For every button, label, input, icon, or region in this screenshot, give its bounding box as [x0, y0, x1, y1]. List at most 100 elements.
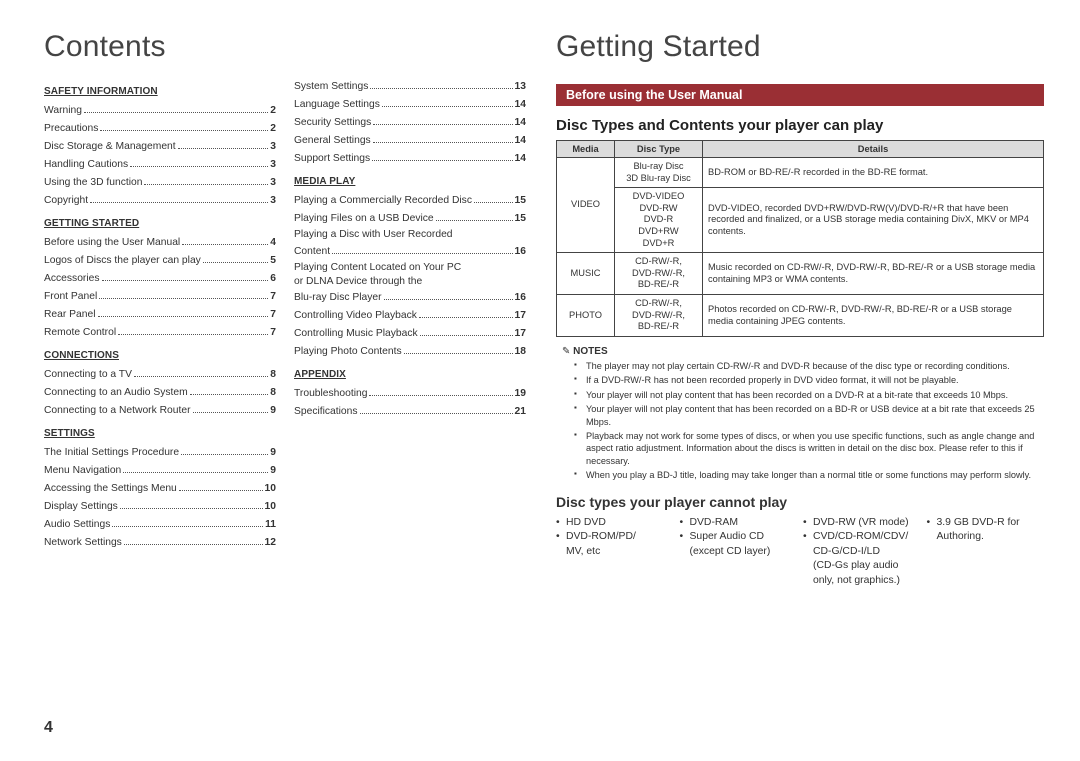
toc-page-num: 7 [270, 306, 276, 324]
getting-started-page: Getting Started Before using the User Ma… [542, 30, 1044, 589]
cannot-item: Super Audio CD [680, 530, 798, 545]
toc-entry: Controlling Video Playback17 [294, 307, 526, 325]
toc-page-num: 3 [270, 156, 276, 174]
toc-entry: Connecting to a TV8 [44, 366, 276, 384]
toc-page-num: 14 [515, 132, 526, 150]
toc-entry: Network Settings12 [44, 534, 276, 552]
cannot-item: Authoring. [927, 530, 1045, 545]
toc-label: Audio Settings [44, 516, 110, 534]
toc-group-head: MEDIA PLAY [294, 176, 526, 187]
cannot-item: CVD/CD-ROM/CDV/ [803, 530, 921, 545]
toc-page-num: 21 [515, 403, 526, 421]
cannot-item: (except CD layer) [680, 545, 798, 560]
cannot-col-2: DVD-RAMSuper Audio CD(except CD layer) [680, 516, 798, 589]
cannot-item: HD DVD [556, 516, 674, 531]
toc-entry: Troubleshooting19 [294, 385, 526, 403]
cannot-play-columns: HD DVDDVD-ROM/PD/MV, etc DVD-RAMSuper Au… [556, 516, 1044, 589]
th-disc-type: Disc Type [615, 141, 703, 158]
toc-entry: Connecting to a Network Router9 [44, 402, 276, 420]
cannot-item: 3.9 GB DVD-R for [927, 516, 1045, 531]
toc-label: Connecting to a TV [44, 366, 132, 384]
cannot-item: DVD-RW (VR mode) [803, 516, 921, 531]
toc-entry: Before using the User Manual 4 [44, 234, 276, 252]
toc-entry: Disc Storage & Management3 [44, 138, 276, 156]
cell-media: VIDEO [557, 158, 615, 253]
toc-page-num: 7 [270, 324, 276, 342]
toc-page-num: 14 [515, 150, 526, 168]
toc-label: Handling Cautions [44, 156, 128, 174]
toc-label: Specifications [294, 403, 358, 421]
before-using-banner: Before using the User Manual [556, 84, 1044, 106]
toc-page-num: 9 [270, 444, 276, 462]
contents-title: Contents [44, 30, 542, 64]
contents-page: Contents SAFETY INFORMATIONWarning2Preca… [44, 30, 542, 589]
toc-group-head: APPENDIX [294, 369, 526, 380]
table-header-row: Media Disc Type Details [557, 141, 1044, 158]
toc-group-head: GETTING STARTED [44, 218, 276, 229]
cannot-play-heading: Disc types your player cannot play [556, 494, 1044, 510]
toc-label: Playing Files on a USB Device [294, 210, 434, 228]
toc-label: Remote Control [44, 324, 116, 342]
toc-label: Security Settings [294, 114, 371, 132]
table-row: MUSICCD-RW/-R,DVD-RW/-R,BD-RE/-RMusic re… [557, 253, 1044, 295]
toc-entry: Copyright 3 [44, 192, 276, 210]
toc-page-num: 3 [270, 174, 276, 192]
toc-entry: Security Settings 14 [294, 114, 526, 132]
toc-entry: Playing Files on a USB Device15 [294, 210, 526, 228]
toc-page-num: 8 [270, 384, 276, 402]
note-item: If a DVD-RW/-R has not been recorded pro… [578, 374, 1044, 386]
toc-page-num: 11 [265, 516, 276, 534]
toc-entry: Support Settings 14 [294, 150, 526, 168]
cell-details: DVD-VIDEO, recorded DVD+RW/DVD-RW(V)/DVD… [703, 188, 1044, 253]
notes-heading: NOTES [562, 346, 1044, 357]
cannot-item: MV, etc [556, 545, 674, 560]
toc-label: Connecting to a Network Router [44, 402, 191, 420]
th-media: Media [557, 141, 615, 158]
page-spread: Contents SAFETY INFORMATIONWarning2Preca… [44, 30, 1044, 589]
note-item: Your player will not play content that h… [578, 389, 1044, 401]
toc-label: Copyright [44, 192, 88, 210]
toc-page-num: 6 [270, 270, 276, 288]
cell-disc-type: Blu-ray Disc3D Blu-ray Disc [615, 158, 703, 188]
cell-details: Photos recorded on CD-RW/-R, DVD-RW/-R, … [703, 295, 1044, 337]
toc-page-num: 14 [515, 114, 526, 132]
note-item: Playback may not work for some types of … [578, 430, 1044, 467]
toc-label: General Settings [294, 132, 371, 150]
note-item: Your player will not play content that h… [578, 403, 1044, 428]
toc-entry: Playing Content Located on Your PCor DLN… [294, 261, 526, 308]
toc-page-num: 3 [270, 192, 276, 210]
toc-label: Playing a Commercially Recorded Disc [294, 192, 472, 210]
toc-entry: Remote Control 7 [44, 324, 276, 342]
cell-media: PHOTO [557, 295, 615, 337]
note-item: The player may not play certain CD-RW/-R… [578, 360, 1044, 372]
cannot-item: (CD-Gs play audio [803, 559, 921, 574]
table-row: PHOTOCD-RW/-R,DVD-RW/-R,BD-RE/-RPhotos r… [557, 295, 1044, 337]
toc-label: The Initial Settings Procedure [44, 444, 179, 462]
toc-label: Support Settings [294, 150, 370, 168]
toc-label: Controlling Music Playback [294, 325, 418, 343]
toc-label: Precautions [44, 120, 98, 138]
toc-label: Accessories [44, 270, 100, 288]
notes-list: The player may not play certain CD-RW/-R… [556, 360, 1044, 484]
toc-page-num: 2 [270, 120, 276, 138]
toc-entry: Menu Navigation9 [44, 462, 276, 480]
toc-page-num: 14 [515, 96, 526, 114]
toc-label: Playing Photo Contents [294, 343, 402, 361]
toc-label: Network Settings [44, 534, 122, 552]
toc-entry: Handling Cautions 3 [44, 156, 276, 174]
toc-page-num: 17 [515, 307, 526, 325]
toc-entry: Connecting to an Audio System8 [44, 384, 276, 402]
toc-entry: Language Settings14 [294, 96, 526, 114]
cell-details: BD-ROM or BD-RE/-R recorded in the BD-RE… [703, 158, 1044, 188]
cannot-col-1: HD DVDDVD-ROM/PD/MV, etc [556, 516, 674, 589]
toc-page-num: 4 [270, 234, 276, 252]
cannot-item: only, not graphics.) [803, 574, 921, 589]
toc-label: Logos of Discs the player can play [44, 252, 201, 270]
toc-group-head: CONNECTIONS [44, 350, 276, 361]
toc-page-num: 15 [515, 192, 526, 210]
toc-entry: General Settings 14 [294, 132, 526, 150]
toc-page-num: 17 [515, 325, 526, 343]
toc-entry: Warning2 [44, 102, 276, 120]
toc-label: Before using the User Manual [44, 234, 180, 252]
toc-column-1: SAFETY INFORMATIONWarning2Precautions2Di… [44, 78, 276, 552]
